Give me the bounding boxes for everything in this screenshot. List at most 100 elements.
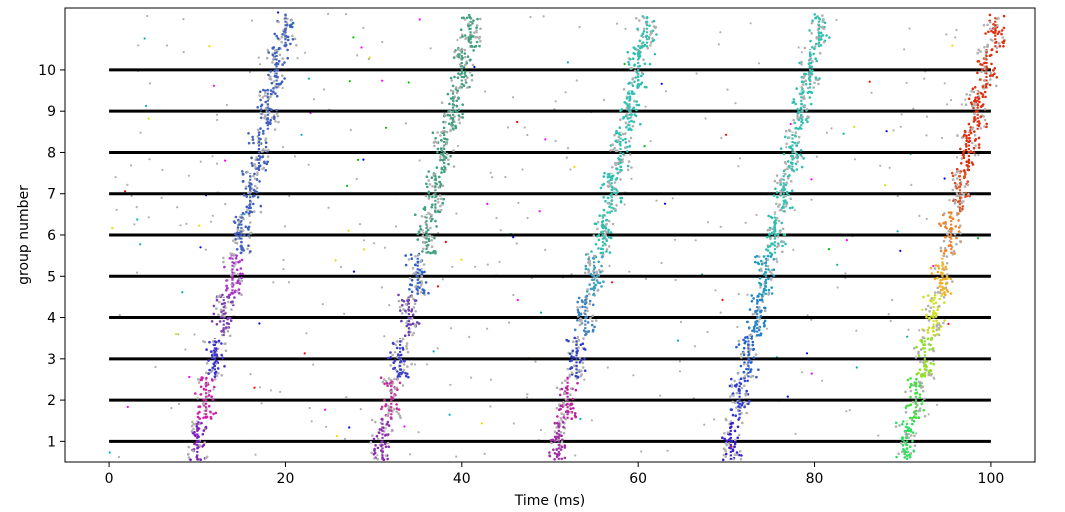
volley-spike <box>997 42 1001 45</box>
volley-spike <box>965 136 968 140</box>
volley-spike <box>459 36 462 39</box>
volley-spike <box>217 313 220 317</box>
background-spike <box>947 322 950 325</box>
volley-spike <box>962 156 966 159</box>
volley-spike <box>215 307 218 310</box>
volley-spike <box>251 202 255 206</box>
background-spike <box>199 160 202 163</box>
background-spike <box>258 386 261 389</box>
volley-spike <box>943 319 946 322</box>
volley-spike <box>271 53 275 57</box>
volley-spike <box>902 447 905 451</box>
background-spike <box>793 209 796 212</box>
volley-spike <box>908 385 912 389</box>
volley-spike <box>612 148 615 152</box>
volley-spike <box>580 321 583 324</box>
background-spike <box>123 190 127 193</box>
volley-spike <box>243 193 246 197</box>
background-spike <box>566 61 570 64</box>
background-spike <box>254 453 257 456</box>
volley-spike <box>597 238 601 242</box>
volley-spike <box>631 84 635 87</box>
volley-spike <box>930 272 934 275</box>
background-spike <box>534 360 537 363</box>
volley-spike <box>599 186 603 190</box>
volley-spike <box>411 322 415 326</box>
volley-spike <box>466 55 470 58</box>
volley-spike <box>462 16 465 20</box>
volley-spike <box>754 353 758 356</box>
volley-spike <box>966 183 970 187</box>
volley-spike <box>445 130 449 134</box>
volley-spike <box>936 276 939 280</box>
volley-spike <box>734 440 737 444</box>
volley-spike <box>393 351 397 354</box>
background-spike <box>655 199 658 202</box>
volley-spike <box>814 57 817 60</box>
volley-spike <box>404 309 407 313</box>
volley-spike <box>192 427 195 431</box>
background-spike <box>785 146 788 149</box>
volley-spike <box>959 232 962 235</box>
volley-spike <box>935 328 939 332</box>
volley-spike <box>431 251 435 254</box>
volley-spike <box>240 279 244 283</box>
background-spike <box>755 213 758 217</box>
background-spike <box>339 265 342 269</box>
volley-spike <box>222 328 225 332</box>
background-spike <box>225 103 228 107</box>
volley-spike <box>749 370 752 374</box>
volley-spike <box>584 264 588 268</box>
volley-spike <box>951 217 955 220</box>
volley-spike <box>579 317 582 321</box>
volley-spike <box>909 395 912 399</box>
volley-spike <box>787 165 791 168</box>
volley-spike <box>953 202 957 205</box>
volley-spike <box>940 294 943 298</box>
volley-spike <box>739 352 743 356</box>
volley-spike <box>819 31 823 35</box>
volley-spike <box>628 81 631 85</box>
volley-spike <box>762 321 766 325</box>
volley-spike <box>626 168 630 172</box>
volley-spike <box>562 401 565 405</box>
background-spike <box>455 212 458 215</box>
volley-spike <box>779 183 782 186</box>
volley-spike <box>777 219 781 223</box>
volley-spike <box>240 293 243 297</box>
volley-spike <box>784 183 788 187</box>
background-spike <box>516 299 519 302</box>
volley-spike <box>400 319 403 323</box>
volley-spike <box>978 122 981 125</box>
volley-spike <box>971 105 974 108</box>
volley-spike <box>383 398 386 402</box>
background-spike <box>736 325 739 329</box>
volley-spike <box>630 119 633 123</box>
volley-spike <box>733 445 736 449</box>
background-spike <box>935 403 939 406</box>
volley-spike <box>387 377 391 380</box>
volley-spike <box>187 456 191 459</box>
volley-spike <box>811 69 814 72</box>
volley-spike <box>454 86 458 89</box>
volley-spike <box>629 58 632 61</box>
volley-spike <box>792 118 795 122</box>
volley-spike <box>794 134 797 138</box>
volley-spike <box>198 405 202 408</box>
volley-spike <box>908 445 912 449</box>
volley-spike <box>443 170 446 174</box>
volley-spike <box>240 276 243 280</box>
background-spike <box>343 312 346 315</box>
volley-spike <box>983 125 986 128</box>
volley-spike <box>376 446 380 450</box>
volley-spike <box>739 458 743 461</box>
volley-spike <box>584 267 588 271</box>
volley-spike <box>404 254 408 257</box>
volley-spike <box>594 242 598 246</box>
volley-spike <box>439 134 442 137</box>
volley-spike <box>630 166 633 169</box>
volley-spike <box>380 417 384 421</box>
volley-spike <box>945 255 949 258</box>
volley-spike <box>919 360 922 364</box>
